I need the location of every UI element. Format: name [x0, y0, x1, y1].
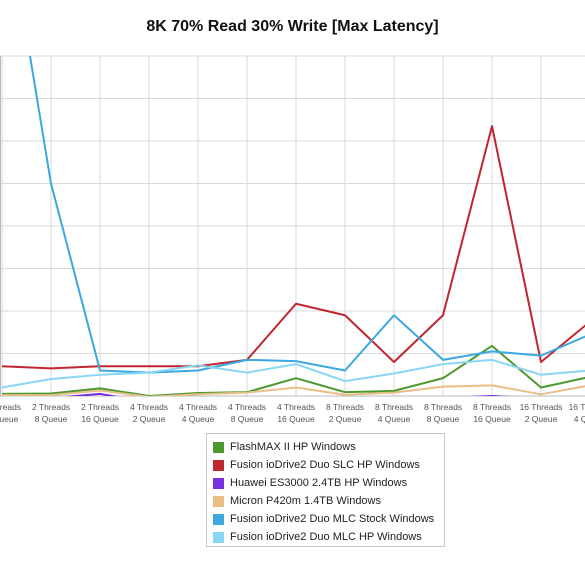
x-tick-label: 2 Threads [81, 402, 119, 412]
legend-label: Huawei ES3000 2.4TB HP Windows [230, 477, 408, 489]
legend-label: Fusion ioDrive2 Duo MLC Stock Windows [230, 513, 435, 525]
grid-lines [0, 55, 585, 397]
legend-item: FlashMAX II HP Windows [213, 438, 444, 456]
series-line-3 [63, 392, 512, 396]
x-tick-label: 2 Threads [0, 402, 21, 412]
x-tick-label: 16 Threads [569, 402, 585, 412]
x-tick-label: 16 Queue [81, 414, 119, 424]
x-tick-label: 8 Threads [473, 402, 511, 412]
legend-swatch [213, 495, 224, 507]
chart-title: 8K 70% Read 30% Write [Max Latency] [146, 18, 439, 35]
x-tick-label: 8 Queue [231, 414, 264, 424]
legend-item: Fusion ioDrive2 Duo MLC HP Windows [213, 528, 444, 546]
series-line-2 [1, 125, 585, 370]
legend-swatch [213, 441, 224, 453]
legend-swatch [213, 531, 224, 543]
legend-label: Micron P420m 1.4TB Windows [230, 495, 381, 507]
x-tick-label: 4 Threads [228, 402, 266, 412]
series-line-6 [1, 358, 585, 389]
x-tick-label: 2 Queue [525, 414, 558, 424]
x-tick-label: 4 Queue [378, 414, 411, 424]
legend-item: Huawei ES3000 2.4TB HP Windows [213, 474, 444, 492]
legend-label: Fusion ioDrive2 Duo SLC HP Windows [230, 459, 420, 471]
legend-label: FlashMAX II HP Windows [230, 441, 356, 453]
line-chart: 2 Threads 4 Queue 2 Threads 8 Queue 2 Thread… [0, 55, 585, 424]
x-tick-label: 4 Queue [182, 414, 215, 424]
series-line-4 [2, 384, 585, 396]
x-tick-label: 16 Queue [473, 414, 511, 424]
x-tick-label: 16 Queue [277, 414, 315, 424]
legend-item: Micron P420m 1.4TB Windows [213, 492, 444, 510]
x-tick-label: 4 Threads [130, 402, 168, 412]
x-tick-label: 8 Threads [375, 402, 413, 412]
x-tick-label: 4 Threads [277, 402, 315, 412]
x-axis-tick-labels: 2 Threads 4 Queue 2 Threads 8 Queue 2 Thread… [0, 402, 585, 424]
legend-item: Fusion ioDrive2 Duo SLC HP Windows [213, 456, 444, 474]
x-tick-label: 4 Queue [574, 414, 585, 424]
legend-swatch [213, 477, 224, 489]
legend-swatch [213, 459, 224, 471]
x-tick-label: 2 Queue [329, 414, 362, 424]
x-tick-label: 8 Queue [35, 414, 68, 424]
legend-swatch [213, 513, 224, 525]
legend: FlashMAX II HP Windows Fusion ioDrive2 Du… [206, 433, 445, 547]
x-tick-label: 8 Threads [326, 402, 364, 412]
x-tick-label: 2 Queue [133, 414, 166, 424]
x-tick-label: 4 Threads [179, 402, 217, 412]
x-tick-label: 16 Threads [520, 402, 563, 412]
legend-item: Fusion ioDrive2 Duo MLC Stock Windows [213, 510, 444, 528]
series-lines [1, 56, 585, 396]
x-tick-label: 8 Threads [424, 402, 462, 412]
x-tick-label: 8 Queue [427, 414, 460, 424]
legend-label: Fusion ioDrive2 Duo MLC HP Windows [230, 531, 422, 543]
x-tick-label: 2 Threads [32, 402, 70, 412]
series-line-5 [28, 56, 585, 374]
x-tick-label: 4 Queue [0, 414, 19, 424]
series-line-1 [1, 344, 585, 396]
